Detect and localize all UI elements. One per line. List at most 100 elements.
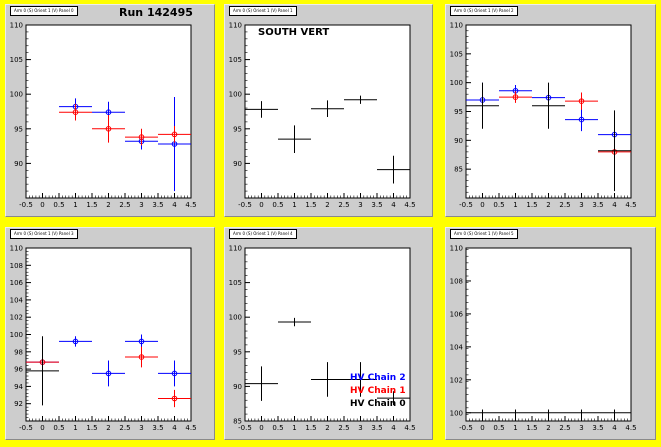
panel-2: -0.5 0 0.5 1 1.5 2 2.5 3 3.5 4 4.5 85 90 95 100 105 110 … — [445, 4, 656, 217]
panel-title: Arm 0 (S) Orient 1 (V) Panel 1 — [229, 6, 297, 16]
plot-frame — [465, 247, 632, 422]
y-tick-label: 94 — [14, 383, 23, 391]
y-tick-label: 95 — [14, 125, 23, 133]
x-tick-label: 4.5 — [185, 424, 196, 432]
y-tick-label: 105 — [229, 56, 242, 64]
y-tick-label: 100 — [10, 91, 23, 99]
data-point — [311, 362, 344, 397]
x-tick-label: 3.5 — [371, 201, 382, 209]
x-tick-label: 4 — [612, 201, 617, 209]
data-point — [598, 409, 631, 417]
y-tick-label: 100 — [229, 91, 242, 99]
y-tick-label: 105 — [229, 279, 242, 287]
y-tick-label: 92 — [14, 400, 23, 408]
x-tick-label: 0.5 — [272, 424, 283, 432]
x-tick-label: 1 — [73, 424, 77, 432]
x-tick-label: 3.5 — [152, 201, 163, 209]
x-tick-label: 2 — [106, 424, 110, 432]
x-tick-label: -0.5 — [459, 201, 473, 209]
y-tick-label: 90 — [14, 160, 23, 168]
plot-svg: -0.5 0 0.5 1 1.5 2 2.5 3 3.5 4 4.5 85 90 95 100 105 110 — [450, 22, 637, 210]
y-tick-label: 105 — [10, 56, 23, 64]
data-point — [125, 334, 158, 349]
x-tick-label: 4 — [391, 201, 396, 209]
data-point — [245, 366, 278, 401]
y-tick-label: 85 — [233, 418, 242, 426]
x-tick-label: -0.5 — [459, 424, 473, 432]
data-point — [466, 409, 499, 417]
plot-svg: -0.5 0 0.5 1 1.5 2 2.5 3 3.5 4 4.5 90 95 100 105 110 — [229, 22, 416, 210]
y-tick-label: 110 — [10, 22, 23, 30]
x-tick-label: 1.5 — [86, 201, 97, 209]
x-tick-label: 2 — [106, 201, 110, 209]
data-point — [125, 128, 158, 146]
x-tick-label: -0.5 — [238, 201, 252, 209]
y-tick-label: 102 — [10, 314, 23, 322]
y-tick-label: 95 — [233, 348, 242, 356]
panel-0: -0.5 0 0.5 1 1.5 2 2.5 3 3.5 4 4.5 90 95 100 105 110 Ar… — [5, 4, 215, 217]
data-point — [278, 125, 311, 154]
legend-hv-chain-1: HV Chain 1 — [350, 386, 406, 396]
x-tick-label: 1 — [292, 201, 296, 209]
x-tick-label: 2.5 — [119, 201, 130, 209]
x-tick-label: 1.5 — [305, 201, 316, 209]
x-tick-label: 3 — [358, 424, 362, 432]
data-point — [565, 409, 598, 417]
data-point — [158, 389, 191, 408]
plot-svg: -0.5 0 0.5 1 1.5 2 2.5 3 3.5 4 4.5 92 94 96 98 100 102 10… — [10, 245, 197, 433]
x-tick-label: 2.5 — [338, 424, 349, 432]
data-point — [598, 110, 631, 192]
panel-title: Arm 0 (S) Orient 1 (V) Panel 3 — [10, 229, 78, 239]
plot-svg: -0.5 0 0.5 1 1.5 2 2.5 3 3.5 4 4.5 85 90 95 100 105 110 — [229, 245, 416, 433]
data-point — [499, 91, 532, 103]
x-tick-label: 4.5 — [404, 201, 415, 209]
data-point — [344, 95, 377, 104]
data-point — [92, 360, 125, 387]
data-point — [565, 92, 598, 110]
panel-4: -0.5 0 0.5 1 1.5 2 2.5 3 3.5 4 4.5 85 90 95 100 105 110 … — [224, 227, 433, 440]
x-tick-label: 2.5 — [119, 424, 130, 432]
data-point — [532, 82, 565, 129]
x-tick-label: 2.5 — [559, 424, 570, 432]
x-tick-label: 4.5 — [404, 424, 415, 432]
y-tick-label: 106 — [450, 310, 464, 318]
y-tick-label: 108 — [10, 262, 23, 270]
x-tick-label: -0.5 — [19, 424, 33, 432]
plot-svg: -0.5 0 0.5 1 1.5 2 2.5 3 3.5 4 4.5 90 95 100 105 110 — [10, 22, 197, 210]
legend-hv-chain-0: HV Chain 0 — [350, 399, 406, 409]
x-tick-label: 1 — [292, 424, 296, 432]
x-tick-label: 1 — [513, 201, 517, 209]
x-tick-label: 0.5 — [53, 424, 64, 432]
x-tick-label: 1 — [73, 201, 77, 209]
data-point — [311, 100, 344, 118]
panel-title: Arm 0 (S) Orient 1 (V) Panel 4 — [229, 229, 297, 239]
y-tick-label: 95 — [454, 108, 463, 116]
data-point — [158, 360, 191, 387]
x-tick-label: 1.5 — [526, 424, 537, 432]
panel-3: -0.5 0 0.5 1 1.5 2 2.5 3 3.5 4 4.5 92 94 96 98 100 102 10… — [5, 227, 215, 440]
data-point — [245, 101, 278, 118]
x-tick-label: 4.5 — [625, 201, 636, 209]
x-tick-label: 0 — [480, 201, 484, 209]
x-tick-label: 4 — [172, 424, 177, 432]
x-tick-label: 1.5 — [305, 424, 316, 432]
plot-svg: -0.5 0 0.5 1 1.5 2 2.5 3 3.5 4 4.5 100 102 104 106 108 1… — [450, 245, 637, 433]
x-tick-label: 0.5 — [272, 201, 283, 209]
x-tick-label: 0.5 — [493, 201, 504, 209]
panel-title: Arm 0 (S) Orient 1 (V) Panel 0 — [10, 6, 78, 16]
data-point — [59, 103, 92, 121]
y-tick-label: 110 — [450, 245, 463, 253]
y-tick-label: 96 — [14, 366, 23, 374]
data-point — [499, 409, 532, 417]
y-tick-label: 100 — [450, 409, 463, 417]
x-tick-label: 0 — [480, 424, 484, 432]
legend-hv-chain-2: HV Chain 2 — [350, 373, 406, 383]
x-tick-label: 4 — [391, 424, 396, 432]
y-tick-label: 90 — [233, 160, 242, 168]
x-tick-label: 2.5 — [338, 201, 349, 209]
data-point — [344, 362, 377, 397]
data-point — [532, 409, 565, 417]
y-tick-label: 100 — [450, 79, 463, 87]
y-tick-label: 110 — [10, 245, 23, 253]
x-tick-label: 3 — [139, 201, 143, 209]
